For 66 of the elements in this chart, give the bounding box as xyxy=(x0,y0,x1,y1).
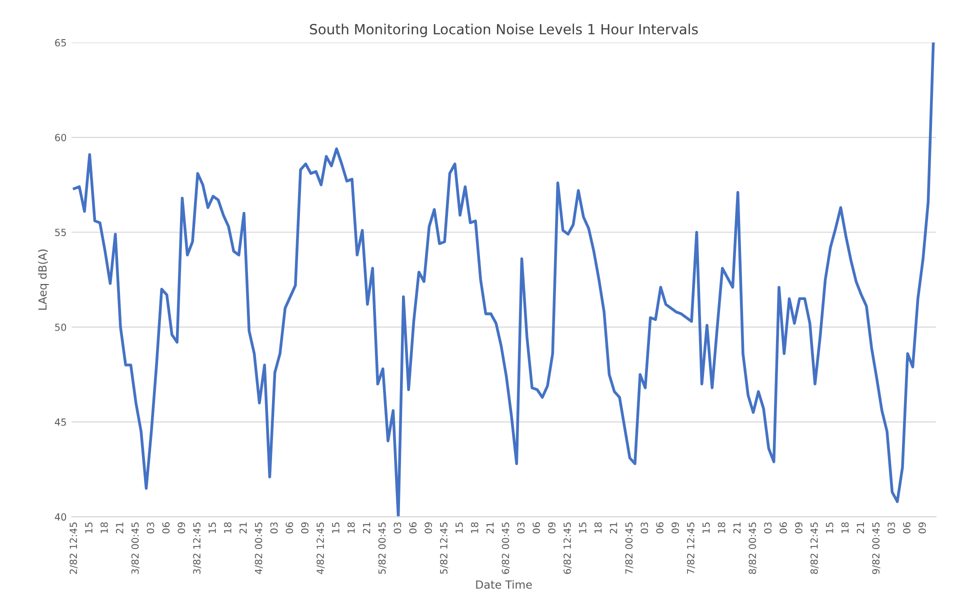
chart-title: South Monitoring Location Noise Levels 1 Hour Intervals xyxy=(310,24,698,38)
x-tick-label: 8/82 00:45 xyxy=(748,522,757,574)
x-tick-label: 03 xyxy=(517,522,525,534)
x-tick-label: 15 xyxy=(826,522,834,533)
y-tick-label: 40 xyxy=(54,513,66,521)
x-tick-label: 21 xyxy=(733,522,741,534)
x-tick-label: 15 xyxy=(456,522,463,533)
x-tick-label: 18 xyxy=(718,522,726,533)
x-tick-label: 03 xyxy=(764,522,772,534)
x-axis-title: Date Time xyxy=(476,580,532,589)
x-tick-label: 15 xyxy=(208,522,216,533)
x-tick-label: 21 xyxy=(856,522,864,534)
x-tick-label: 18 xyxy=(100,522,108,533)
y-tick-label: 45 xyxy=(54,418,66,426)
x-tick-label: 21 xyxy=(610,522,618,534)
x-tick-label: 18 xyxy=(594,522,602,533)
x-tick-label: 2/82 12:45 xyxy=(70,522,78,574)
x-tick-label: 5/82 00:45 xyxy=(378,522,386,574)
x-tick-label: 15 xyxy=(332,522,340,533)
x-tick-label: 7/82 00:45 xyxy=(625,522,634,574)
x-tick-label: 18 xyxy=(224,522,232,533)
x-tick-label: 03 xyxy=(888,522,895,534)
x-tick-label: 5/82 12:45 xyxy=(440,522,448,574)
x-tick-label: 06 xyxy=(903,522,910,534)
x-tick-label: 09 xyxy=(548,522,556,534)
x-tick-label: 06 xyxy=(656,522,664,534)
x-tick-label: 3/82 00:45 xyxy=(131,522,140,574)
x-tick-label: 03 xyxy=(640,522,648,534)
x-tick-label: 3/82 12:45 xyxy=(193,522,202,574)
x-tick-label: 7/82 12:45 xyxy=(687,522,696,574)
x-tick-label: 09 xyxy=(918,522,926,534)
x-tick-label: 21 xyxy=(362,522,370,534)
line-series xyxy=(72,42,935,517)
x-tick-label: 18 xyxy=(347,522,355,533)
y-tick-label: 60 xyxy=(55,134,66,142)
x-tick-label: 18 xyxy=(841,522,849,533)
x-tick-label: 06 xyxy=(780,522,787,534)
x-tick-label: 21 xyxy=(116,522,124,534)
x-tick-label: 6/82 12:45 xyxy=(564,522,572,574)
x-tick-label: 4/82 00:45 xyxy=(254,522,263,574)
x-tick-label: 15 xyxy=(579,522,586,533)
x-tick-label: 15 xyxy=(85,522,92,533)
y-axis-title: LAeq dB(A) xyxy=(38,250,49,310)
x-tick-label: 09 xyxy=(795,522,802,534)
x-tick-label: 06 xyxy=(286,522,294,534)
x-tick-label: 09 xyxy=(424,522,432,534)
x-tick-label: 03 xyxy=(146,522,154,534)
x-tick-label: 09 xyxy=(178,522,186,534)
x-tick-label: 6/82 00:45 xyxy=(502,522,510,574)
x-tick-label: 21 xyxy=(486,522,494,534)
x-tick-label: 15 xyxy=(702,522,710,533)
x-tick-label: 18 xyxy=(470,522,478,533)
y-tick-label: 65 xyxy=(55,39,66,46)
x-tick-label: 09 xyxy=(672,522,679,534)
x-tick-label: 21 xyxy=(239,522,247,534)
x-tick-label: 4/82 12:45 xyxy=(316,522,325,574)
x-tick-label: 03 xyxy=(270,522,278,534)
x-tick-label: 06 xyxy=(409,522,417,534)
x-tick-label: 06 xyxy=(162,522,170,534)
x-tick-label: 03 xyxy=(394,522,402,534)
x-tick-label: 09 xyxy=(301,522,309,534)
y-tick-label: 50 xyxy=(55,324,66,331)
x-tick-label: 8/82 12:45 xyxy=(810,522,819,574)
x-tick-label: 06 xyxy=(532,522,540,534)
y-tick-label: 55 xyxy=(55,228,66,236)
x-tick-label: 9/82 00:45 xyxy=(872,522,880,574)
